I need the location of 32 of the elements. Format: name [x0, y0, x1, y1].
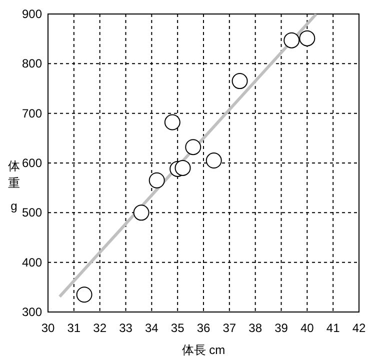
y-tick-label: 300 [22, 305, 42, 319]
x-tick-label: 40 [300, 321, 314, 335]
x-tick-label: 38 [248, 321, 262, 335]
point [164, 114, 180, 130]
x-tick-label: 39 [274, 321, 288, 335]
point [284, 32, 300, 48]
point [232, 73, 248, 90]
y-tick-label: 500 [22, 206, 42, 220]
x-axis-title: 体長 cm [182, 343, 226, 357]
point [185, 139, 202, 156]
y-tick-label: 400 [22, 255, 42, 270]
x-tick-label: 36 [196, 321, 210, 335]
point [76, 286, 92, 303]
y-tick-label: 800 [22, 56, 42, 71]
x-tick-label: 34 [144, 321, 159, 335]
x-tick-label: 35 [170, 321, 185, 335]
x-tick-label: 33 [119, 321, 133, 335]
point [299, 30, 316, 46]
point [148, 172, 165, 188]
x-tick-label: 31 [67, 321, 81, 335]
point [174, 160, 191, 176]
y-tick-label: 600 [22, 156, 42, 170]
point [133, 204, 150, 221]
y-axis-title: 体重 g [8, 159, 20, 213]
y-tick-label: 900 [22, 7, 42, 21]
x-tick-label: 42 [352, 321, 366, 335]
y-tick-label: 700 [22, 106, 42, 120]
x-tick-label: 32 [93, 321, 107, 335]
x-tick-label: 37 [222, 321, 236, 335]
x-tick-label: 30 [41, 321, 55, 335]
x-tick-label: 41 [326, 321, 340, 335]
point [206, 152, 222, 169]
